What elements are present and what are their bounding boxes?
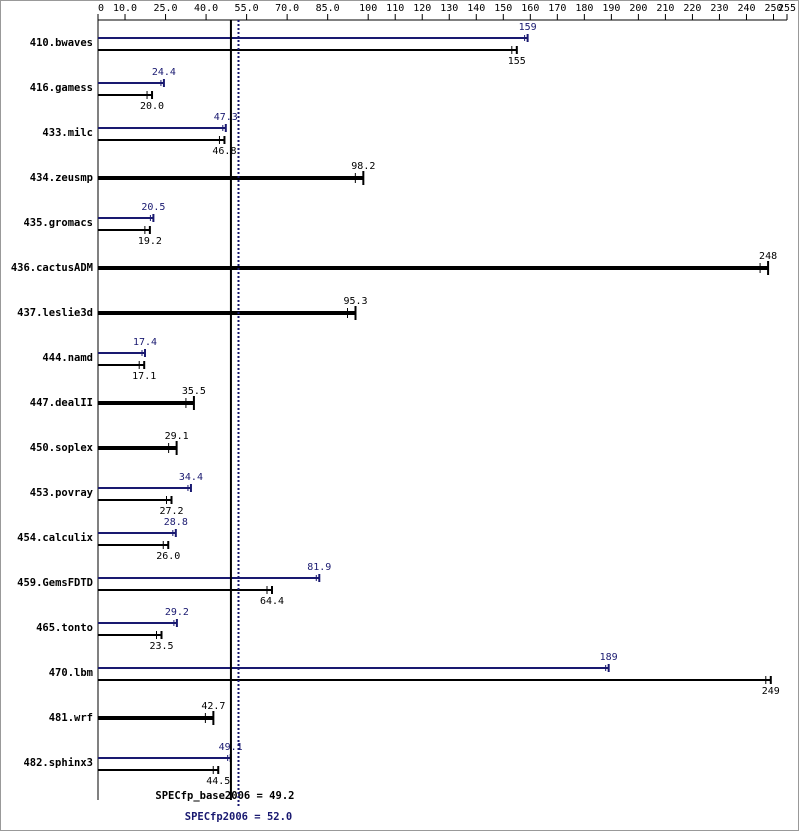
- x-tick-label: 120: [413, 3, 431, 14]
- bar: [98, 757, 231, 759]
- row-label: 444.namd: [42, 352, 93, 364]
- value-label: 95.3: [343, 296, 367, 307]
- x-tick-label: 140: [467, 3, 485, 14]
- row-label: 459.GemsFDTD: [17, 577, 93, 589]
- x-tick-label: 70.0: [275, 3, 299, 14]
- x-tick-label: 250: [764, 3, 782, 14]
- row-label: 447.dealII: [30, 397, 93, 409]
- bar: [98, 266, 769, 270]
- row-label: 435.gromacs: [23, 217, 93, 229]
- value-label: 19.2: [138, 236, 162, 247]
- row-label: 450.soplex: [30, 442, 94, 454]
- bar: [98, 217, 154, 219]
- value-label: 47.3: [214, 112, 238, 123]
- bar: [98, 679, 771, 681]
- bar: [98, 82, 164, 84]
- row-label: 470.lbm: [49, 667, 93, 679]
- value-label: 44.5: [206, 776, 230, 787]
- value-label: 248: [759, 251, 777, 262]
- x-tick-label: 170: [548, 3, 566, 14]
- x-tick-label: 100: [359, 3, 377, 14]
- value-label: 81.9: [307, 562, 331, 573]
- row-label: 481.wrf: [49, 712, 93, 724]
- value-label: 20.5: [141, 202, 165, 213]
- bar: [98, 487, 191, 489]
- x-tick-label: 180: [575, 3, 593, 14]
- bar: [98, 127, 226, 129]
- bar: [98, 364, 145, 366]
- x-tick-label: 130: [440, 3, 458, 14]
- value-label: 29.1: [165, 431, 189, 442]
- bar: [98, 716, 214, 720]
- bar: [98, 622, 177, 624]
- value-label: 27.2: [159, 506, 183, 517]
- value-label: 34.4: [179, 472, 203, 483]
- x-tick-label: 160: [521, 3, 539, 14]
- value-label: 155: [508, 56, 526, 67]
- value-label: 189: [600, 652, 618, 663]
- value-label: 17.1: [132, 371, 156, 382]
- bar: [98, 634, 162, 636]
- value-label: 17.4: [133, 337, 157, 348]
- x-tick-label: 110: [386, 3, 404, 14]
- bar: [98, 589, 273, 591]
- reference-label: SPECfp2006 = 52.0: [185, 811, 292, 823]
- row-label: 482.sphinx3: [23, 757, 93, 769]
- x-tick-label: 240: [737, 3, 755, 14]
- value-label: 64.4: [260, 596, 284, 607]
- bar: [98, 37, 528, 39]
- bar: [98, 667, 609, 669]
- row-label: 436.cactusADM: [11, 262, 93, 274]
- x-tick-label: 220: [683, 3, 701, 14]
- bar: [98, 229, 150, 231]
- x-tick-label: 40.0: [194, 3, 218, 14]
- bar: [98, 401, 194, 405]
- bar: [98, 446, 177, 450]
- row-label: 434.zeusmp: [30, 172, 93, 184]
- bar: [98, 49, 517, 51]
- x-tick-label: 210: [656, 3, 674, 14]
- value-label: 249: [762, 686, 780, 697]
- row-label: 465.tonto: [36, 622, 93, 634]
- bar: [98, 352, 146, 354]
- value-label: 23.5: [149, 641, 173, 652]
- row-label: 453.povray: [30, 487, 94, 499]
- bar: [98, 139, 225, 141]
- x-tick-label: 150: [494, 3, 512, 14]
- row-label: 433.milc: [42, 127, 93, 139]
- value-label: 29.2: [165, 607, 189, 618]
- x-tick-label: 190: [602, 3, 620, 14]
- x-tick-label: 85.0: [316, 3, 340, 14]
- row-label: 416.gamess: [30, 82, 93, 94]
- row-label: 437.leslie3d: [17, 307, 93, 319]
- value-label: 20.0: [140, 101, 164, 112]
- value-label: 98.2: [351, 161, 375, 172]
- bar: [98, 532, 176, 534]
- x-tick-label: 200: [629, 3, 647, 14]
- x-tick-label: 10.0: [113, 3, 137, 14]
- bar: [98, 311, 356, 315]
- x-tick-label: 55.0: [235, 3, 259, 14]
- value-label: 28.8: [164, 517, 188, 528]
- value-label: 159: [519, 22, 537, 33]
- value-label: 35.5: [182, 386, 206, 397]
- reference-label: SPECfp_base2006 = 49.2: [155, 790, 294, 802]
- value-label: 26.0: [156, 551, 180, 562]
- bar: [98, 769, 219, 771]
- row-label: 410.bwaves: [30, 37, 93, 49]
- x-tick-label: 230: [710, 3, 728, 14]
- value-label: 24.4: [152, 67, 176, 78]
- value-label: 42.7: [201, 701, 225, 712]
- row-label: 454.calculix: [17, 532, 94, 544]
- bar: [98, 94, 153, 96]
- bar: [98, 577, 320, 579]
- bar: [98, 499, 172, 501]
- bar: [98, 544, 169, 546]
- x-tick-label: 25.0: [154, 3, 178, 14]
- value-label: 46.8: [212, 146, 236, 157]
- x-tick-label: 255: [778, 3, 796, 14]
- x-tick-label: 0: [98, 3, 104, 14]
